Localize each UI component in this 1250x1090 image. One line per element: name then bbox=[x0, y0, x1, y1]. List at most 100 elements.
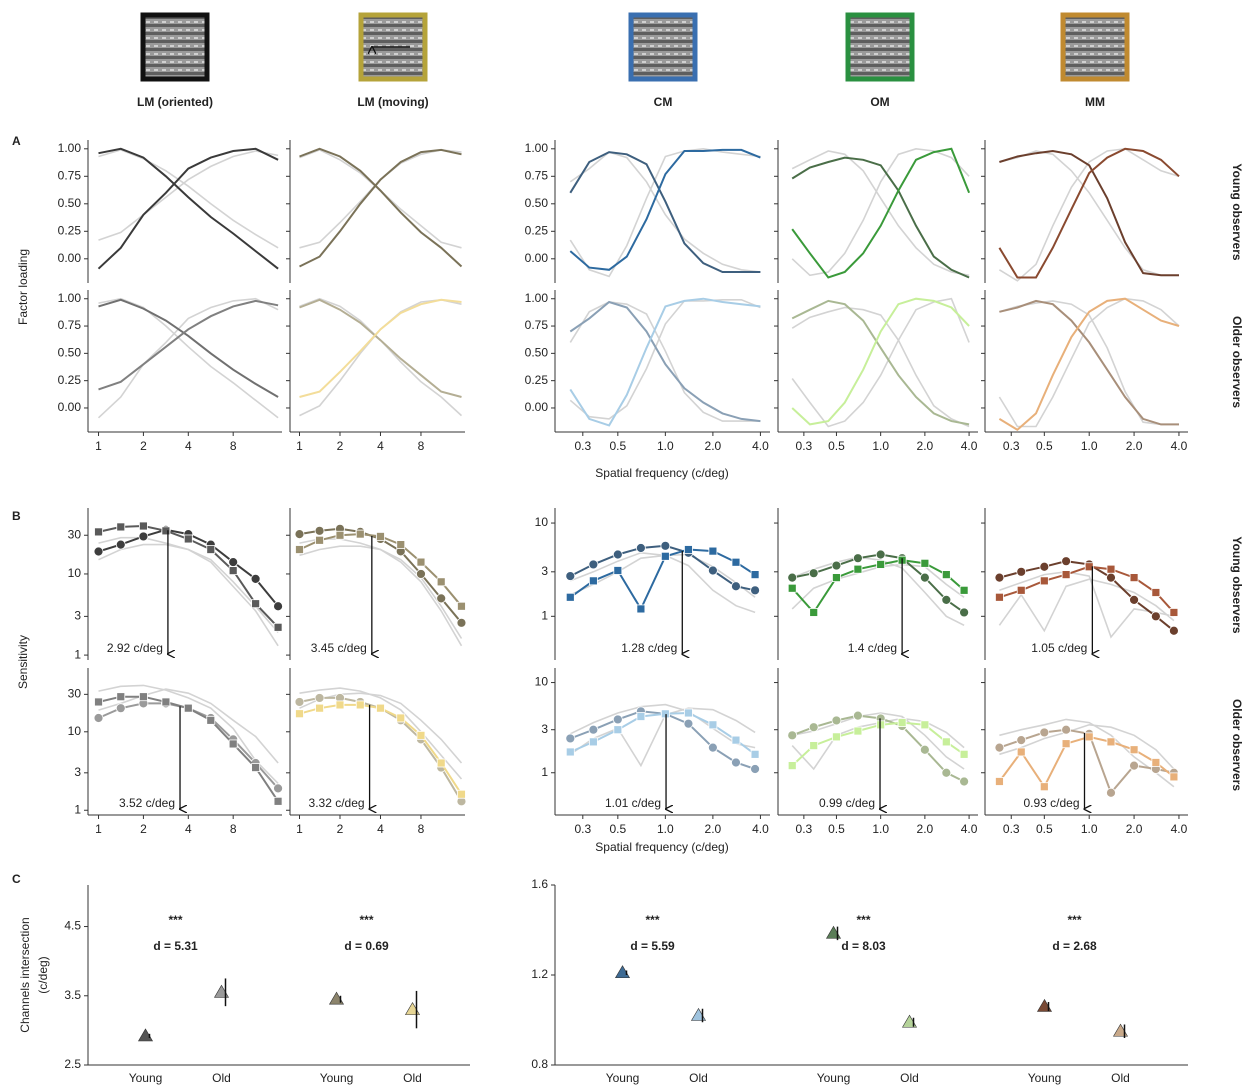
circle-marker bbox=[750, 585, 760, 596]
circle-marker bbox=[1106, 572, 1116, 583]
data-line bbox=[98, 147, 279, 270]
square-marker bbox=[809, 608, 819, 617]
circle-marker bbox=[1129, 760, 1139, 771]
crossover-label: 3.45 c/deg bbox=[311, 641, 367, 655]
y-tick-label: 4.5 bbox=[64, 919, 81, 933]
circle-marker bbox=[787, 730, 798, 741]
row-label: Older observers bbox=[1230, 316, 1244, 408]
circle-marker bbox=[808, 568, 819, 579]
x-tick-label: Old bbox=[403, 1071, 422, 1085]
square-marker bbox=[376, 703, 385, 713]
square-marker bbox=[1061, 570, 1071, 580]
y-tick-label: 0.00 bbox=[58, 400, 82, 414]
x-tick-label: Old bbox=[900, 1071, 919, 1085]
icon bbox=[140, 12, 210, 82]
row-label: Young observers bbox=[1230, 163, 1244, 260]
x-tick-label: 2 bbox=[337, 822, 344, 836]
y-tick-label: 0.00 bbox=[58, 251, 82, 265]
square-marker bbox=[228, 739, 238, 749]
square-marker bbox=[920, 558, 930, 568]
y-tick-label: 3 bbox=[74, 765, 81, 779]
x-axis-label: Spatial frequency (c/deg) bbox=[595, 840, 728, 854]
square-marker bbox=[416, 730, 426, 740]
x-tick-label: Young bbox=[129, 1071, 163, 1085]
y-tick-label: 30 bbox=[68, 527, 82, 541]
circle-marker bbox=[875, 549, 886, 560]
circle-marker bbox=[138, 531, 149, 542]
crossover-label: 1.4 c/deg bbox=[848, 641, 897, 655]
square-marker bbox=[684, 545, 693, 554]
reference-line bbox=[998, 578, 1175, 633]
reference-line bbox=[999, 300, 1179, 426]
data-line bbox=[97, 147, 279, 270]
x-tick-label: 2 bbox=[140, 439, 147, 453]
square-marker bbox=[1106, 564, 1116, 574]
y-tick-label: 1 bbox=[74, 802, 81, 816]
x-tick-label: 1.0 bbox=[657, 439, 674, 453]
square-marker bbox=[1061, 739, 1071, 749]
crossover-label: 2.92 c/deg bbox=[107, 641, 163, 655]
data-line bbox=[569, 297, 761, 427]
square-marker bbox=[832, 732, 841, 742]
y-tick-label: 3.5 bbox=[64, 988, 81, 1002]
x-tick-label: 4.0 bbox=[752, 439, 769, 453]
square-marker bbox=[228, 566, 238, 575]
square-marker bbox=[376, 532, 385, 541]
circle-marker bbox=[707, 742, 718, 753]
row-label: Older observers bbox=[1230, 699, 1244, 791]
square-marker bbox=[315, 703, 324, 713]
y-axis-label: Channels intersection bbox=[18, 917, 32, 1032]
x-tick-label: 0.5 bbox=[828, 822, 845, 836]
square-marker bbox=[959, 749, 969, 759]
reference-line bbox=[999, 570, 1175, 639]
panel-label: A bbox=[12, 134, 21, 148]
effect-size: d = 2.68 bbox=[1052, 939, 1097, 953]
x-tick-label: 0.5 bbox=[1036, 439, 1053, 453]
reference-line bbox=[299, 687, 463, 780]
y-tick-label: 10 bbox=[535, 675, 549, 689]
y-tick-label: 1.00 bbox=[525, 291, 549, 305]
reference-line bbox=[569, 299, 761, 420]
circle-marker bbox=[565, 571, 576, 581]
circle-marker bbox=[994, 742, 1005, 753]
x-tick-label: 4.0 bbox=[961, 439, 978, 453]
y-tick-label: 3 bbox=[74, 609, 81, 623]
square-marker bbox=[708, 546, 718, 556]
square-marker bbox=[116, 522, 126, 532]
square-marker bbox=[396, 540, 406, 550]
circle-marker bbox=[93, 713, 104, 723]
circle-marker bbox=[1016, 566, 1027, 577]
effect-size: d = 5.31 bbox=[153, 939, 198, 953]
circle-marker bbox=[636, 543, 646, 553]
circle-marker bbox=[273, 783, 283, 794]
x-tick-label: 8 bbox=[418, 439, 425, 453]
data-line bbox=[98, 299, 279, 391]
x-tick-label: 2.0 bbox=[917, 439, 934, 453]
circle-marker bbox=[731, 757, 741, 768]
x-tick-label: 1 bbox=[95, 439, 102, 453]
y-tick-label: 0.25 bbox=[525, 373, 549, 387]
square-marker bbox=[1129, 573, 1139, 583]
square-marker bbox=[1039, 782, 1049, 792]
data-line bbox=[999, 299, 1179, 426]
x-axis-label: Spatial frequency (c/deg) bbox=[595, 466, 728, 480]
circle-marker bbox=[314, 693, 325, 703]
reference-line bbox=[98, 684, 279, 784]
reference-line bbox=[791, 306, 970, 428]
square-marker bbox=[1016, 585, 1026, 595]
x-tick-label: Young bbox=[606, 1071, 640, 1085]
y-tick-label: 0.00 bbox=[525, 400, 549, 414]
reference-line bbox=[98, 543, 279, 634]
square-marker bbox=[731, 557, 741, 567]
y-tick-label: 0.50 bbox=[525, 196, 549, 210]
circle-marker bbox=[93, 546, 104, 557]
circle-marker bbox=[1150, 611, 1161, 622]
reference-line bbox=[299, 149, 462, 249]
circle-marker bbox=[228, 557, 239, 568]
square-marker bbox=[941, 570, 951, 580]
significance: *** bbox=[1067, 913, 1081, 927]
crossover-label: 1.01 c/deg bbox=[605, 796, 661, 810]
x-tick-label: 1 bbox=[296, 822, 303, 836]
square-marker bbox=[565, 592, 575, 602]
data-line bbox=[569, 300, 761, 423]
